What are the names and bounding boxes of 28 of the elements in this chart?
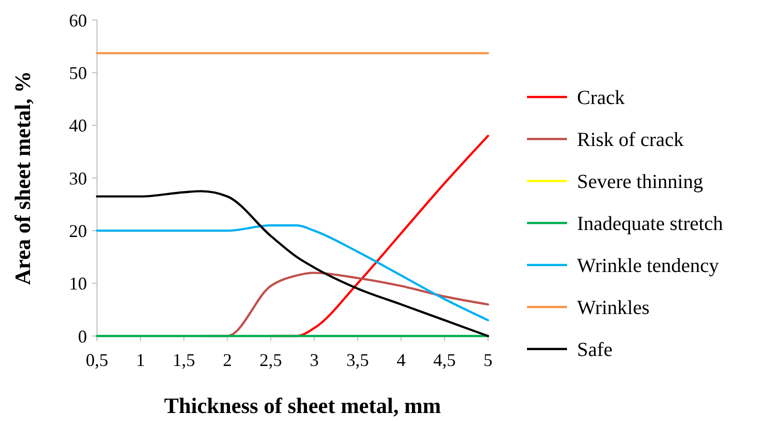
x-tick-label: 2: [222, 350, 232, 370]
y-tick-label: 40: [69, 116, 87, 136]
x-tick-label: 0,5: [86, 350, 108, 370]
y-tick-label: 20: [69, 220, 87, 241]
legend-label: Crack: [577, 87, 625, 109]
x-tick-label: 2,5: [260, 350, 282, 370]
legend-label: Inadequate stretch: [577, 213, 724, 235]
y-tick-label: 10: [69, 274, 87, 294]
x-tick-label: 4: [396, 350, 406, 370]
x-tick-label: 3,5: [346, 350, 369, 370]
y-tick-label: 0: [78, 326, 87, 346]
x-tick-label: 1,5: [172, 350, 196, 370]
legend-label: Severe thinning: [577, 171, 704, 193]
legend-label: Wrinkles: [577, 297, 650, 319]
x-tick-label: 5: [484, 350, 492, 370]
x-tick-label: 4,5: [433, 350, 456, 370]
x-tick-label: 3: [310, 350, 319, 370]
line-series: [96, 224, 490, 322]
y-tick-label: 60: [69, 10, 87, 30]
x-axis-title: Thickness of sheet metal, mm: [164, 393, 441, 418]
y-tick-label: 50: [69, 62, 87, 83]
legend-label: Risk of crack: [577, 129, 684, 151]
legend-label: Wrinkle tendency: [577, 255, 719, 277]
x-tick-label: 1: [136, 350, 145, 370]
y-tick-label: 30: [69, 168, 87, 188]
y-axis-title: Area of sheet metal, %: [10, 70, 35, 286]
legend-label: Safe: [577, 339, 613, 361]
line-series: [96, 190, 490, 338]
